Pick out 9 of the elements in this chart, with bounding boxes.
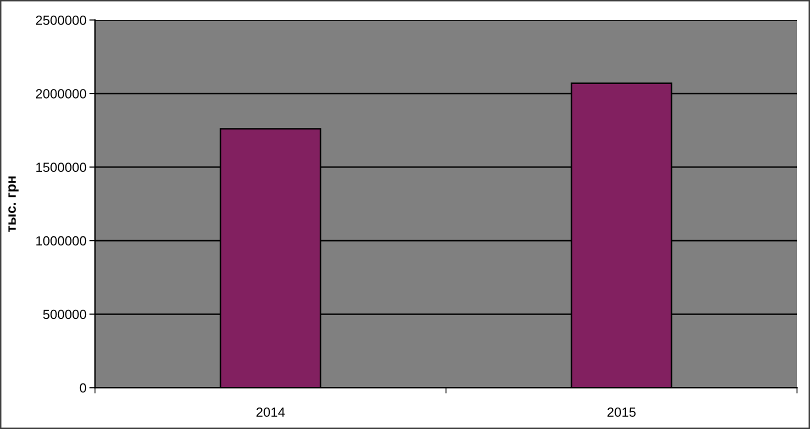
y-tick-label: 2000000	[36, 89, 86, 98]
y-axis-title: тыс. грн	[8, 176, 19, 232]
y-tick-label: 1500000	[36, 162, 86, 172]
x-tick-label: 2015	[607, 407, 636, 417]
y-tick-label: 2500000	[36, 16, 86, 25]
x-tick-label: 2014	[256, 407, 285, 417]
y-tick-label: 0	[80, 383, 86, 393]
y-tick-label: 1000000	[36, 236, 86, 246]
y-tick-label: 500000	[43, 310, 86, 320]
